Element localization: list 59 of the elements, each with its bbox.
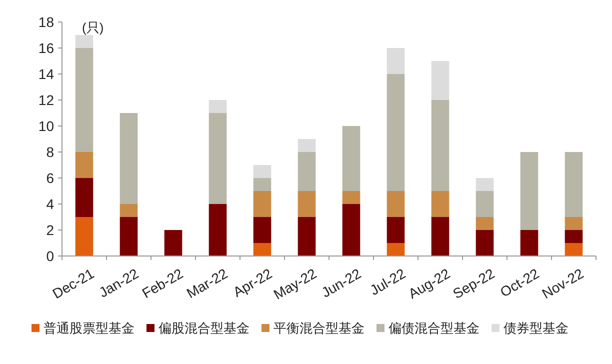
bar [564,243,583,256]
y-tick-label: 4 [46,196,54,212]
bar [253,217,272,243]
bar [208,100,227,113]
bar [120,113,138,204]
y-tick-label: 12 [38,92,54,108]
bar [564,152,583,217]
bar [253,178,272,191]
legend-label: 普通股票型基金 [44,320,134,336]
bar [75,217,94,256]
bar [520,152,538,230]
y-tick-label: 16 [38,40,54,56]
y-tick-label: 8 [46,144,54,160]
y-tick-label: 6 [46,170,54,186]
bar [75,35,94,48]
bar [476,217,494,230]
legend-label: 债券型基金 [504,320,568,336]
bar [208,113,227,204]
bar [520,230,538,256]
legend-label: 偏股混合型基金 [158,320,250,336]
bar [164,230,182,256]
y-tick-label: 0 [46,248,54,264]
bar [386,48,405,74]
bar [298,191,316,217]
legend-label: 平衡混合型基金 [274,320,364,336]
bar [75,48,94,152]
bar [342,204,360,256]
bar [431,61,450,100]
bar [386,74,405,191]
bar [253,243,272,256]
bar [386,191,405,217]
y-tick-label: 14 [38,66,54,82]
y-tick-label: 2 [46,222,54,238]
bar [431,217,450,256]
bar [253,165,272,178]
bar [75,152,94,178]
legend-label: 偏债混合型基金 [388,320,480,336]
bar [75,178,94,217]
bar [476,178,494,191]
y-tick-label: 10 [38,118,54,134]
bar [342,191,360,204]
bar [564,230,583,243]
bar [564,217,583,230]
y-tick-label: 18 [38,14,54,30]
bar [476,191,494,217]
bar [208,204,227,256]
bar [298,139,316,152]
bar [342,126,360,191]
bar [253,191,272,217]
y-axis-title: (只) [82,20,104,35]
bar [298,152,316,191]
bar [120,204,138,217]
bar [298,217,316,256]
bar [120,217,138,256]
bar [431,100,450,191]
bar [476,230,494,256]
bar [431,191,450,217]
bar [386,243,405,256]
bar [386,217,405,243]
